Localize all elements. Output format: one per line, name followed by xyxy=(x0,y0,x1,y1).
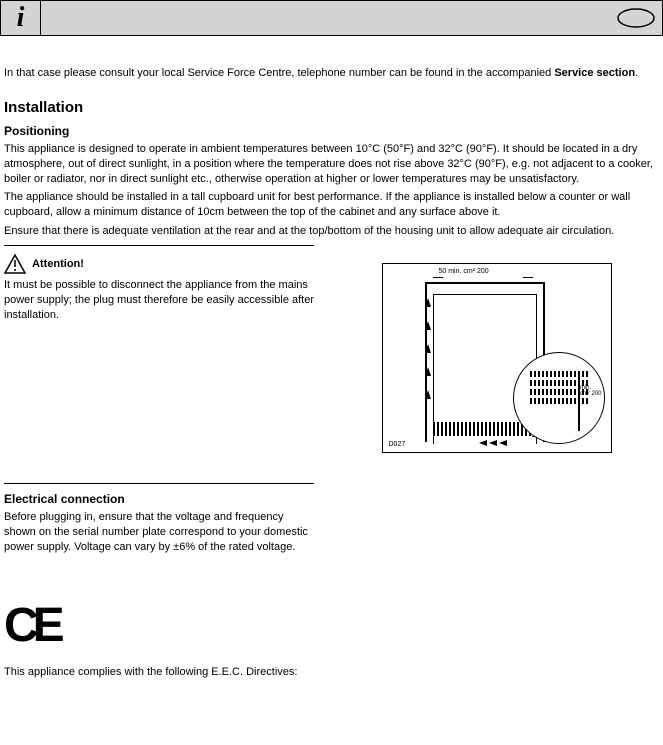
intro-paragraph: In that case please consult your local S… xyxy=(4,66,659,81)
inset-grille-line xyxy=(530,398,590,404)
warning-icon xyxy=(4,254,26,274)
ce-section: CE This appliance complies with the foll… xyxy=(4,594,659,680)
attention-and-diagram-row: Attention! It must be possible to discon… xyxy=(4,239,659,453)
positioning-p1: This appliance is designed to operate in… xyxy=(4,142,659,187)
inset-detail xyxy=(530,371,590,429)
diagram-inset-circle: min. cm² 200 xyxy=(513,352,605,444)
inset-wall-line xyxy=(578,371,580,431)
arrow-up-icon xyxy=(425,344,431,353)
inset-area-label: cm² 200 xyxy=(580,391,602,397)
electrical-text: Before plugging in, ensure that the volt… xyxy=(4,510,314,555)
diagram-gap-label: 50 min. cm² 200 xyxy=(439,268,489,275)
airflow-arrows-in xyxy=(479,440,507,446)
inset-labels: min. cm² 200 xyxy=(580,385,602,397)
arrow-up-icon xyxy=(425,367,431,376)
arrow-left-icon xyxy=(479,440,487,446)
ce-mark-icon: CE xyxy=(4,594,659,659)
header-bar: i xyxy=(0,0,663,36)
positioning-p3: Ensure that there is adequate ventilatio… xyxy=(4,224,659,239)
airflow-arrows-up xyxy=(429,298,431,399)
attention-text: It must be possible to disconnect the ap… xyxy=(4,278,314,323)
arrow-up-icon xyxy=(425,390,431,399)
intro-suffix: . xyxy=(635,67,638,79)
header-spacer xyxy=(41,1,616,35)
diagram-column: 50 min. cm² 200 xyxy=(334,239,659,453)
inset-grille-line xyxy=(530,371,590,377)
gap-arrow-left xyxy=(433,277,443,278)
intro-prefix: In that case please consult your local S… xyxy=(4,67,554,79)
electrical-rule-top xyxy=(4,483,314,484)
arrow-up-icon xyxy=(425,321,431,330)
info-icon-label: i xyxy=(17,2,25,34)
diagram-wrap: 50 min. cm² 200 xyxy=(334,263,659,453)
page-content: In that case please consult your local S… xyxy=(0,36,663,690)
arrow-left-icon xyxy=(499,440,507,446)
ce-text: This appliance complies with the followi… xyxy=(4,665,659,680)
heading-positioning: Positioning xyxy=(4,124,659,138)
arrow-left-icon xyxy=(489,440,497,446)
intro-section-ref: Service section xyxy=(554,67,635,79)
heading-electrical: Electrical connection xyxy=(4,492,314,506)
arrow-up-icon xyxy=(425,298,431,307)
ventilation-diagram: 50 min. cm² 200 xyxy=(382,263,612,453)
attention-label: Attention! xyxy=(32,258,84,270)
positioning-p2: The appliance should be installed in a t… xyxy=(4,190,659,220)
attention-column: Attention! It must be possible to discon… xyxy=(4,239,314,323)
heading-installation: Installation xyxy=(4,99,659,116)
header-oval-badge xyxy=(616,1,662,35)
attention-header: Attention! xyxy=(4,254,314,274)
gap-arrow-right xyxy=(523,277,533,278)
attention-rule-top xyxy=(4,245,314,246)
info-icon: i xyxy=(1,1,41,35)
diagram-code: D027 xyxy=(389,441,406,448)
electrical-block: Electrical connection Before plugging in… xyxy=(4,483,314,555)
